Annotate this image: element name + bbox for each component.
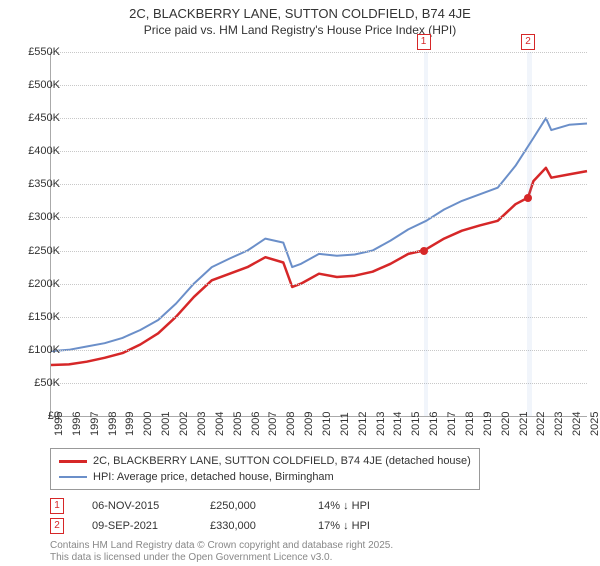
y-axis-label: £400K [12,145,60,157]
y-axis-label: £200K [12,278,60,290]
x-axis-label: 2018 [464,412,476,436]
legend-box: 2C, BLACKBERRY LANE, SUTTON COLDFIELD, B… [50,448,480,490]
legend-label: 2C, BLACKBERRY LANE, SUTTON COLDFIELD, B… [93,453,471,469]
y-axis-label: £350K [12,178,60,190]
shaded-band [527,52,531,416]
series-line-price_paid [51,168,587,365]
x-axis-label: 2025 [589,412,600,436]
y-axis-label: £100K [12,344,60,356]
x-axis-label: 2019 [482,412,494,436]
legend-swatch [59,476,87,478]
x-axis-label: 2010 [321,412,333,436]
credit-line: This data is licensed under the Open Gov… [50,552,393,564]
credit-line: Contains HM Land Registry data © Crown c… [50,540,393,552]
sale-dot [524,194,532,202]
y-axis-label: £450K [12,112,60,124]
x-axis-label: 2017 [446,412,458,436]
x-axis-label: 2007 [267,412,279,436]
legend-item: 2C, BLACKBERRY LANE, SUTTON COLDFIELD, B… [59,453,471,469]
legend-label: HPI: Average price, detached house, Birm… [93,469,334,485]
y-axis-label: £550K [12,46,60,58]
sale-price: £250,000 [210,496,290,516]
x-axis-label: 1996 [71,412,83,436]
x-axis-label: 2013 [375,412,387,436]
y-axis-label: £50K [12,377,60,389]
x-axis-label: 2006 [250,412,262,436]
sale-date: 09-SEP-2021 [92,516,182,536]
x-axis-label: 1999 [124,412,136,436]
chart-area: 1995199619971998199920002001200220032004… [50,52,587,417]
sale-delta: 14% ↓ HPI [318,496,370,516]
y-axis-label: £500K [12,79,60,91]
shaded-band [424,52,428,416]
chart-subtitle: Price paid vs. HM Land Registry's House … [0,23,600,37]
x-axis-label: 2023 [553,412,565,436]
x-axis-label: 1997 [89,412,101,436]
sales-table: 1 06-NOV-2015 £250,000 14% ↓ HPI 2 09-SE… [50,496,370,536]
sale-marker-icon: 1 [50,498,64,514]
credit-text: Contains HM Land Registry data © Crown c… [50,540,393,564]
sale-row: 1 06-NOV-2015 £250,000 14% ↓ HPI [50,496,370,516]
x-axis-label: 2008 [285,412,297,436]
x-axis-label: 2022 [535,412,547,436]
legend-item: HPI: Average price, detached house, Birm… [59,469,471,485]
y-axis-label: £150K [12,311,60,323]
sale-price: £330,000 [210,516,290,536]
x-axis-label: 2020 [500,412,512,436]
sale-row: 2 09-SEP-2021 £330,000 17% ↓ HPI [50,516,370,536]
sale-delta: 17% ↓ HPI [318,516,370,536]
x-axis-label: 2002 [178,412,190,436]
sale-marker-flag: 1 [417,34,431,50]
sale-marker-flag: 2 [521,34,535,50]
x-axis-label: 2003 [196,412,208,436]
y-axis-label: £250K [12,245,60,257]
x-axis-label: 2004 [214,412,226,436]
x-axis-label: 2012 [357,412,369,436]
x-axis-label: 2014 [392,412,404,436]
x-axis-label: 2016 [428,412,440,436]
sale-marker-icon: 2 [50,518,64,534]
y-axis-label: £0 [12,410,60,422]
x-axis-label: 2000 [142,412,154,436]
chart-svg [51,52,587,416]
x-axis-label: 1998 [107,412,119,436]
sale-date: 06-NOV-2015 [92,496,182,516]
sale-dot [420,247,428,255]
x-axis-label: 2015 [410,412,422,436]
x-axis-label: 2009 [303,412,315,436]
chart-title: 2C, BLACKBERRY LANE, SUTTON COLDFIELD, B… [0,6,600,21]
legend-swatch [59,460,87,463]
x-axis-label: 2011 [339,412,351,436]
y-axis-label: £300K [12,211,60,223]
x-axis-label: 2001 [160,412,172,436]
x-axis-label: 2024 [571,412,583,436]
x-axis-label: 2005 [232,412,244,436]
